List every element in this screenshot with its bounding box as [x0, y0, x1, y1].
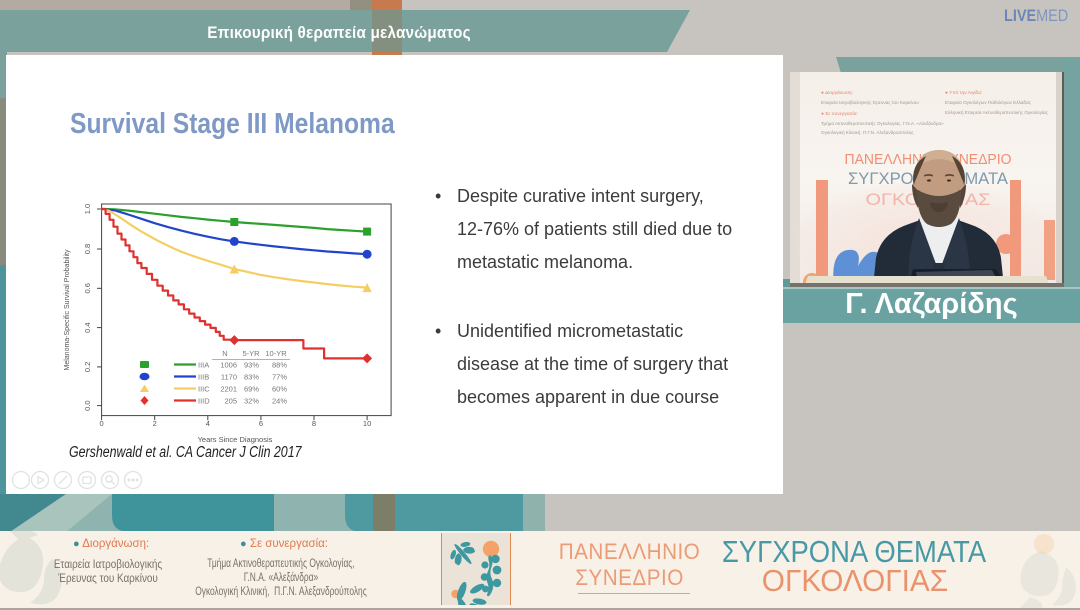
- svg-text:69%: 69%: [244, 385, 259, 394]
- svg-text:8: 8: [312, 419, 316, 428]
- svg-text:10: 10: [363, 419, 371, 428]
- svg-text:IIID: IIID: [198, 397, 210, 406]
- svg-text:32%: 32%: [244, 397, 259, 406]
- svg-text:77%: 77%: [272, 373, 287, 382]
- svg-text:Years Since Diagnosis: Years Since Diagnosis: [198, 435, 273, 444]
- svg-text:● Σε συνεργασία:: ● Σε συνεργασία:: [821, 111, 858, 117]
- svg-text:205: 205: [224, 397, 237, 406]
- svg-text:10-YR: 10-YR: [265, 349, 287, 358]
- svg-text:2201: 2201: [220, 385, 237, 394]
- svg-text:IIIC: IIIC: [198, 385, 210, 394]
- svg-text:Ογκολογική Κλινική, Π.Γ.Ν. Αλε: Ογκολογική Κλινική, Π.Γ.Ν. Αλεξανδρούπολ…: [821, 129, 914, 136]
- svg-text:Εταιρεία Ογκολόγων Παθολόγων Ε: Εταιρεία Ογκολόγων Παθολόγων Ελλάδας: [945, 99, 1032, 105]
- svg-text:1170: 1170: [221, 373, 237, 382]
- svg-text:IIIB: IIIB: [198, 373, 209, 382]
- svg-text:83%: 83%: [244, 373, 259, 382]
- svg-text:4: 4: [206, 419, 210, 428]
- svg-text:Τμήμα Ακτινοθεραπευτικής Ογκολ: Τμήμα Ακτινοθεραπευτικής Ογκολογίας, Γ.Ν…: [821, 120, 944, 127]
- svg-text:0.4: 0.4: [83, 322, 92, 332]
- svg-text:Ελληνική Εταιρεία Ακτινοθεραπε: Ελληνική Εταιρεία Ακτινοθεραπευτικής Ογκ…: [945, 109, 1049, 115]
- svg-text:5-YR: 5-YR: [242, 349, 260, 358]
- svg-text:2: 2: [153, 419, 157, 428]
- svg-text:0.8: 0.8: [83, 244, 92, 254]
- svg-text:N: N: [222, 349, 227, 358]
- svg-text:1.0: 1.0: [83, 204, 92, 214]
- svg-text:88%: 88%: [272, 361, 287, 370]
- svg-text:24%: 24%: [272, 397, 287, 406]
- svg-text:IIIA: IIIA: [198, 361, 209, 370]
- svg-text:93%: 93%: [244, 361, 259, 370]
- svg-text:0.2: 0.2: [83, 362, 92, 372]
- svg-text:0: 0: [100, 419, 104, 428]
- svg-text:60%: 60%: [272, 385, 287, 394]
- svg-text:1006: 1006: [220, 361, 237, 370]
- svg-text:● Υπό την Αιγίδα:: ● Υπό την Αιγίδα:: [945, 89, 982, 96]
- svg-text:0.0: 0.0: [83, 400, 92, 410]
- svg-text:Melanoma-Specific Survival Pro: Melanoma-Specific Survival Probability: [64, 249, 71, 370]
- svg-text:6: 6: [259, 419, 263, 428]
- svg-text:0.6: 0.6: [83, 283, 92, 293]
- svg-text:Εταιρεία Ιατροβιολογικής Έρευν: Εταιρεία Ιατροβιολογικής Έρευνας του Καρ…: [821, 99, 919, 105]
- svg-text:● Διοργάνωση:: ● Διοργάνωση:: [821, 89, 853, 96]
